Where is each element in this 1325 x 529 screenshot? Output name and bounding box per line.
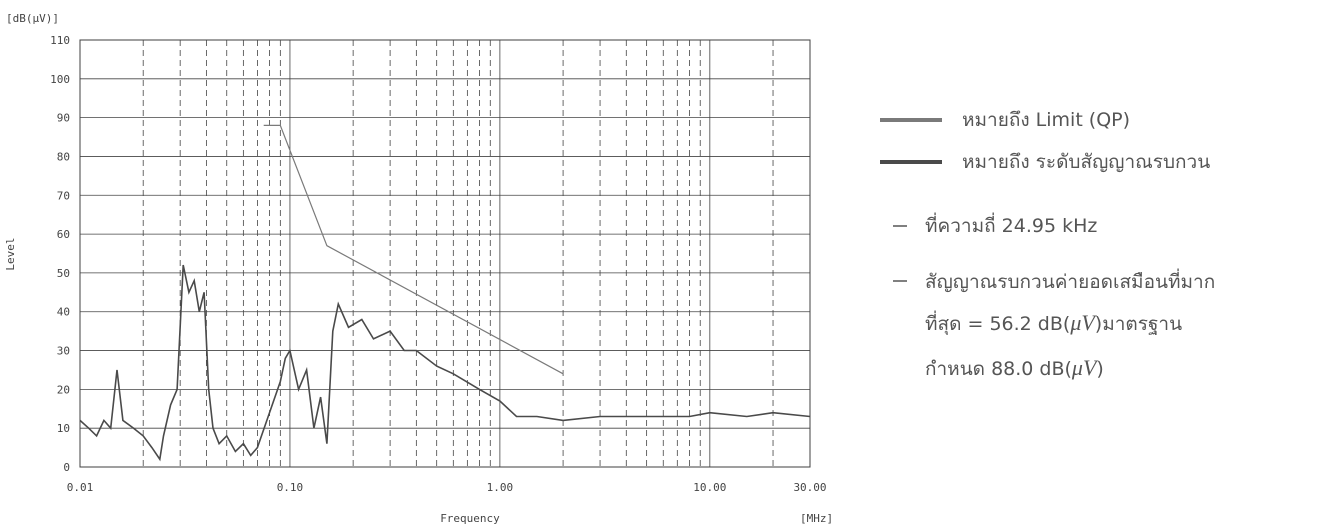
y-tick-label: 10: [57, 422, 70, 435]
x-tick-label: 10.00: [693, 481, 726, 494]
note-frequency: ที่ความถี่ 24.95 kHz: [925, 212, 1097, 237]
note-text: ): [1096, 358, 1103, 380]
note-line: กำหนด 88.0 dB(μV): [925, 355, 1104, 380]
y-tick-label: 20: [57, 383, 70, 396]
note-text: ที่สุด = 56.2 dB(: [925, 310, 1070, 336]
y-tick-label: 100: [50, 73, 70, 86]
y-axis-label: Level: [4, 237, 17, 270]
x-axis-label: Frequency: [440, 512, 500, 525]
y-tick-label: 0: [63, 461, 70, 474]
note-unit: μV: [1069, 310, 1097, 335]
series-line: [79, 264, 811, 462]
y-tick-label: 40: [57, 306, 70, 319]
legend-label: หมายถึง Limit (QP): [962, 109, 1130, 131]
y-tick-label: 80: [57, 150, 70, 163]
x-tick-label: 0.10: [277, 481, 304, 494]
x-unit-label: [MHz]: [800, 512, 833, 525]
series-line: [263, 124, 564, 375]
y-tick-label: 50: [57, 267, 70, 280]
legend-label: หมายถึง ระดับสัญญาณรบกวน: [962, 151, 1210, 173]
x-tick-label: 1.00: [487, 481, 514, 494]
note-line: สัญญาณรบกวนค่ายอดเสมือนที่มาก: [925, 268, 1215, 293]
y-tick-label: 110: [50, 34, 70, 47]
y-tick-label: 90: [57, 112, 70, 125]
note-text: กำหนด 88.0 dB(: [925, 358, 1072, 380]
note-line: ที่สุด = 56.2 dB(μV)มาตรฐาน: [925, 310, 1182, 336]
y-tick-label: 60: [57, 228, 70, 241]
x-tick-label: 0.01: [67, 481, 94, 494]
note-unit: μV: [1071, 355, 1099, 380]
note-text: )มาตรฐาน: [1095, 313, 1182, 335]
y-unit-label: [dB(μV)]: [6, 12, 59, 25]
peak-note: ที่ความถี่ 24.95 kHz สัญญาณรบกวนค่ายอดเส…: [893, 212, 1215, 380]
y-tick-label: 30: [57, 345, 70, 358]
x-tick-label: 30.00: [793, 481, 826, 494]
y-tick-label: 70: [57, 189, 70, 202]
note-text: สัญญาณรบกวนค่ายอดเสมือนที่มาก: [925, 268, 1215, 293]
